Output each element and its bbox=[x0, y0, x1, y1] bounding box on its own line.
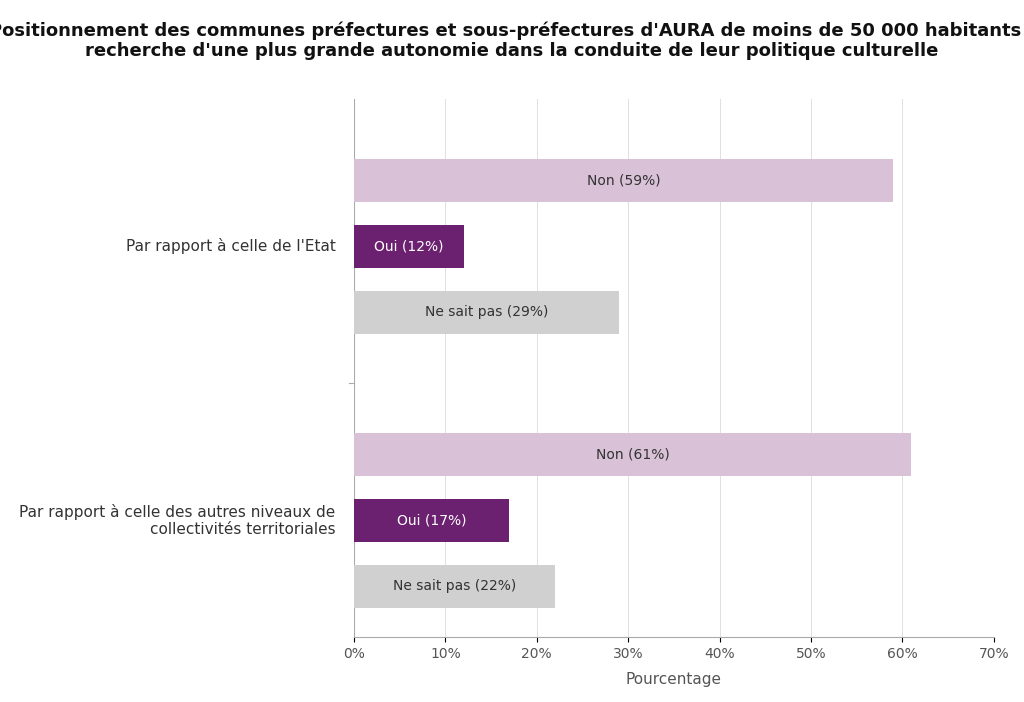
Text: Positionnement des communes préfectures et sous-préfectures d'AURA de moins de 5: Positionnement des communes préfectures … bbox=[0, 21, 1024, 60]
Bar bbox=[354, 159, 893, 201]
Text: Non (61%): Non (61%) bbox=[596, 447, 670, 461]
Text: Oui (12%): Oui (12%) bbox=[374, 239, 443, 253]
X-axis label: Pourcentage: Pourcentage bbox=[626, 672, 722, 687]
Bar bbox=[354, 291, 618, 333]
Bar bbox=[354, 433, 911, 476]
Text: Non (59%): Non (59%) bbox=[587, 173, 660, 187]
Text: Ne sait pas (29%): Ne sait pas (29%) bbox=[425, 305, 548, 319]
Text: Par rapport à celle de l'Etat: Par rapport à celle de l'Etat bbox=[126, 239, 336, 254]
Text: Oui (17%): Oui (17%) bbox=[397, 513, 466, 527]
Bar bbox=[354, 499, 509, 542]
Text: Ne sait pas (22%): Ne sait pas (22%) bbox=[393, 579, 516, 593]
Bar bbox=[354, 565, 555, 608]
Text: Par rapport à celle des autres niveaux de
collectivités territoriales: Par rapport à celle des autres niveaux d… bbox=[19, 504, 336, 537]
Bar bbox=[354, 225, 464, 267]
